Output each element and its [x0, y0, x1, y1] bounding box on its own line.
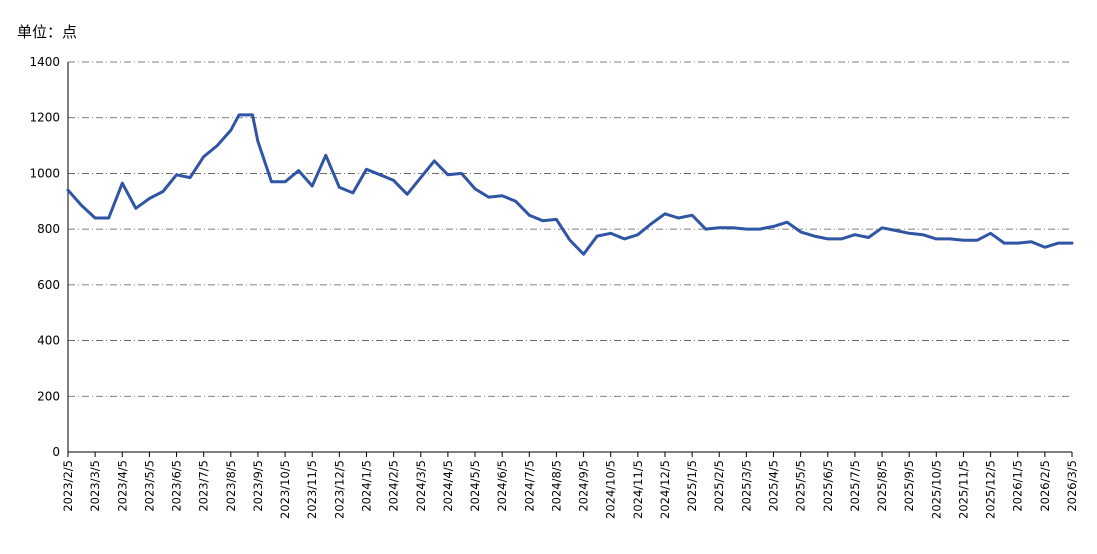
x-tick-label: 2025/9/5: [902, 460, 916, 512]
x-tick-label: 2024/7/5: [522, 460, 536, 512]
x-tick-label: 2025/2/5: [712, 460, 726, 512]
x-tick-label: 2025/7/5: [848, 460, 862, 512]
y-tick-label: 1400: [29, 55, 60, 69]
x-tick-label: 2023/2/5: [61, 460, 75, 512]
x-tick-label: 2024/6/5: [495, 460, 509, 512]
x-tick-label: 2026/1/5: [1011, 460, 1025, 512]
x-tick-label: 2025/1/5: [685, 460, 699, 512]
y-tick-label: 600: [37, 278, 60, 292]
x-tick-label: 2023/11/5: [305, 460, 319, 519]
x-tick-label: 2024/10/5: [604, 460, 618, 519]
x-tick-label: 2026/2/5: [1038, 460, 1052, 512]
y-tick-label: 1200: [29, 111, 60, 125]
y-tick-labels: 0 200 400 600 800 1000 1200 1400: [29, 55, 60, 459]
x-tick-label: 2024/9/5: [577, 460, 591, 512]
x-tick-label: 2025/10/5: [929, 460, 943, 519]
x-tick-label: 2024/12/5: [658, 460, 672, 519]
x-tick-label: 2023/4/5: [115, 460, 129, 512]
y-tick-label: 800: [37, 222, 60, 236]
x-tick-label: 2023/3/5: [88, 460, 102, 512]
x-tick-label: 2024/3/5: [414, 460, 428, 512]
x-tick-label: 2025/3/5: [739, 460, 753, 512]
x-tick-label: 2025/4/5: [767, 460, 781, 512]
x-tick-label: 2024/11/5: [631, 460, 645, 519]
series-line-0: [66, 113, 1074, 256]
x-tick-labels: 2023/2/5 2023/3/5 2023/4/5 2023/5/5 2023/6/5…: [61, 460, 1079, 519]
unit-label: 单位：点: [17, 23, 78, 41]
x-tick-label: 2023/12/5: [332, 460, 346, 519]
y-tick-label: 400: [37, 334, 60, 348]
x-tick-label: 2024/1/5: [359, 460, 373, 512]
x-tick-label: 2024/5/5: [468, 460, 482, 512]
x-tick-label: 2025/12/5: [984, 460, 998, 519]
y-tick-label: 200: [37, 389, 60, 403]
x-tick-label: 2023/8/5: [224, 460, 238, 512]
gridlines: [68, 61, 1072, 397]
x-tick-label: 2024/4/5: [441, 460, 455, 512]
series-layer: [66, 113, 1074, 256]
y-tick-label: 0: [52, 445, 60, 459]
axes: [67, 62, 1073, 457]
x-tick-label: 2025/11/5: [956, 460, 970, 519]
x-tick-label: 2025/5/5: [794, 460, 808, 512]
x-tick-label: 2024/8/5: [549, 460, 563, 512]
x-tick-label: 2023/5/5: [142, 460, 156, 512]
x-tick-label: 2024/2/5: [387, 460, 401, 512]
y-tick-label: 1000: [29, 166, 60, 180]
x-tick-label: 2025/6/5: [821, 460, 835, 512]
x-tick-label: 2023/7/5: [197, 460, 211, 512]
x-tick-label: 2025/8/5: [875, 460, 889, 512]
x-tick-label: 2023/6/5: [170, 460, 184, 512]
x-tick-label: 2023/9/5: [251, 460, 265, 512]
x-tick-label: 2023/10/5: [278, 460, 292, 519]
x-tick-label: 2026/3/5: [1065, 460, 1079, 512]
